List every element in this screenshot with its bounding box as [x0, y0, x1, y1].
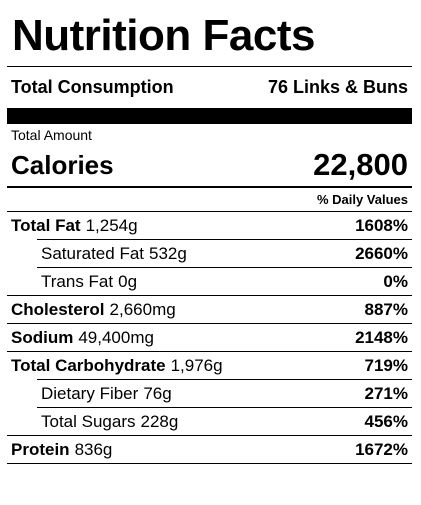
row-divider [7, 463, 412, 464]
nutrient-name: Cholesterol [11, 299, 105, 319]
nutrient-info: Total Fat 1,254g [11, 216, 138, 236]
row-divider [7, 295, 412, 296]
nutrient-name: Dietary Fiber [41, 383, 139, 403]
nutrient-daily-value: 0% [383, 271, 408, 291]
nutrient-amount: 836g [74, 439, 113, 459]
nutrient-row-total-fat: Total Fat 1,254g 1608% [7, 212, 412, 239]
row-divider [37, 267, 412, 268]
nutrient-daily-value: 887% [364, 299, 408, 319]
nutrient-row-dietary-fiber: Dietary Fiber 76g 271% [7, 380, 412, 407]
serving-label: Total Consumption [11, 77, 174, 97]
nutrient-name: Total Carbohydrate [11, 355, 166, 375]
nutrient-info: Total Carbohydrate 1,976g [11, 356, 223, 376]
row-divider [37, 239, 412, 240]
nutrient-name: Sodium [11, 327, 74, 347]
nutrient-row-total-carbohydrate: Total Carbohydrate 1,976g 719% [7, 352, 412, 379]
nutrient-daily-value: 2660% [355, 243, 408, 263]
total-amount-label: Total Amount [11, 127, 92, 143]
nutrient-name: Total Fat [11, 215, 81, 235]
calories-row: Calories 22,800 [7, 144, 412, 186]
nutrient-info: Total Sugars 228g [41, 412, 178, 432]
nutrient-info: Protein 836g [11, 440, 112, 460]
nutrient-daily-value: 2148% [355, 327, 408, 347]
title-divider [7, 66, 412, 67]
row-divider [7, 323, 412, 324]
nutrient-amount: 2,660mg [109, 299, 176, 319]
nutrient-row-cholesterol: Cholesterol 2,660mg 887% [7, 296, 412, 323]
nutrient-info: Saturated Fat 532g [41, 244, 187, 264]
nutrient-info: Sodium 49,400mg [11, 328, 154, 348]
nutrient-daily-value: 719% [364, 355, 408, 375]
nutrient-amount: 1,976g [170, 355, 223, 375]
nutrient-name: Saturated Fat [41, 243, 145, 263]
calories-value: 22,800 [313, 147, 408, 182]
serving-value: 76 Links & Buns [267, 77, 408, 97]
nutrient-row-trans-fat: Trans Fat 0g 0% [7, 268, 412, 295]
nutrition-facts-label: Nutrition Facts Total Consumption 76 Lin… [7, 8, 412, 464]
daily-values-header: % Daily Values [316, 192, 408, 207]
nutrient-info: Trans Fat 0g [41, 272, 137, 292]
nutrient-row-total-sugars: Total Sugars 228g 456% [7, 408, 412, 435]
nutrient-amount: 76g [143, 383, 172, 403]
nutrient-amount: 228g [140, 411, 179, 431]
calories-label: Calories [11, 149, 114, 180]
nutrient-name: Trans Fat [41, 271, 114, 291]
row-divider [7, 211, 412, 212]
row-divider [7, 351, 412, 352]
nutrient-name: Protein [11, 439, 70, 459]
label-title: Nutrition Facts [12, 11, 315, 60]
nutrient-info: Cholesterol 2,660mg [11, 300, 176, 320]
calories-divider [7, 186, 412, 188]
nutrient-amount: 0g [118, 271, 138, 291]
thick-divider [7, 108, 412, 124]
nutrient-amount: 1,254g [85, 215, 138, 235]
nutrient-row-saturated-fat: Saturated Fat 532g 2660% [7, 240, 412, 267]
nutrient-daily-value: 1672% [355, 439, 408, 459]
nutrient-daily-value: 456% [364, 411, 408, 431]
nutrient-amount: 49,400mg [78, 327, 154, 347]
row-divider [37, 379, 412, 380]
nutrient-amount: 532g [149, 243, 187, 263]
nutrient-row-protein: Protein 836g 1672% [7, 436, 412, 463]
nutrient-name: Total Sugars [41, 411, 136, 431]
nutrient-info: Dietary Fiber 76g [41, 384, 172, 404]
nutrient-row-sodium: Sodium 49,400mg 2148% [7, 324, 412, 351]
nutrient-daily-value: 1608% [355, 215, 408, 235]
nutrient-daily-value: 271% [364, 383, 408, 403]
row-divider [37, 407, 412, 408]
serving-row: Total Consumption 76 Links & Buns [7, 67, 412, 108]
row-divider [7, 435, 412, 436]
